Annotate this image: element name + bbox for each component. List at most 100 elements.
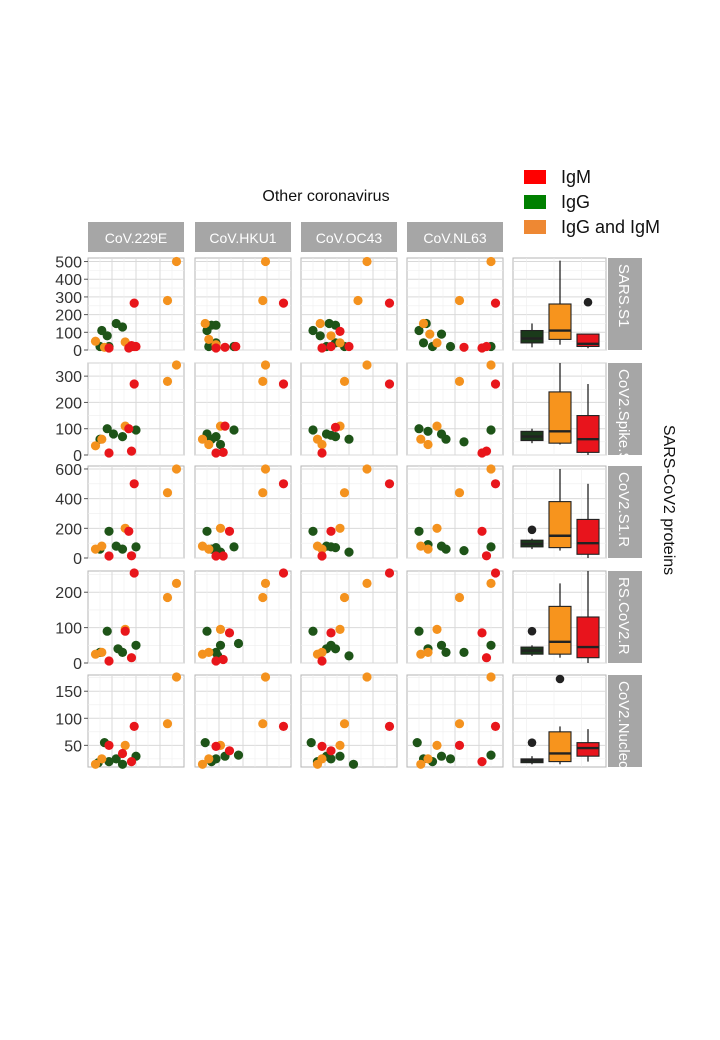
point-igg-and-igm — [418, 318, 429, 329]
point-igm — [104, 551, 114, 561]
point-igm — [330, 422, 341, 432]
y-tick-label-0: 400 — [55, 272, 82, 289]
panel-r1-c1 — [194, 360, 292, 458]
point-igg — [215, 640, 226, 650]
point-igg — [459, 437, 469, 447]
point-igg — [202, 526, 212, 536]
point-igg — [414, 325, 424, 336]
point-igm — [384, 568, 395, 578]
point-igg — [204, 341, 214, 352]
panel-r1-c2 — [300, 360, 398, 458]
point-igm — [104, 343, 114, 353]
point-igm — [278, 721, 289, 732]
y-tick-label-2: 600 — [55, 462, 82, 479]
point-igg — [102, 626, 112, 636]
point-igg-and-igm — [423, 439, 433, 450]
point-igg-and-igm — [416, 649, 426, 659]
point-igg-and-igm — [362, 464, 372, 474]
point-igm — [481, 551, 492, 561]
point-igg-and-igm — [353, 295, 363, 306]
point-igg-and-igm — [486, 464, 496, 474]
point-igg-and-igm — [317, 544, 327, 554]
panel-r1-c3 — [406, 360, 504, 458]
point-igg-and-igm — [258, 488, 268, 498]
y-tick-label-0: 500 — [55, 255, 82, 272]
point-igg — [211, 754, 221, 764]
point-igm — [384, 298, 395, 308]
point-igm — [211, 448, 221, 458]
right-axis-label: SARS-CoV2 proteins — [660, 425, 677, 575]
point-igm — [490, 379, 501, 389]
point-igg — [348, 759, 359, 769]
y-tick-label-2: 0 — [73, 551, 82, 568]
point-igg — [202, 626, 212, 636]
point-igg — [117, 759, 128, 769]
point-igg-and-igm — [171, 360, 182, 370]
point-igg — [344, 434, 354, 444]
point-igg-and-igm — [200, 318, 210, 329]
point-igm — [126, 446, 137, 456]
point-igg-and-igm — [171, 578, 182, 589]
point-igm — [477, 628, 487, 638]
point-igg-and-igm — [362, 578, 372, 589]
point-igm — [224, 628, 235, 638]
point-igg — [344, 651, 354, 661]
point-igm — [124, 526, 134, 536]
point-igm — [477, 448, 487, 458]
boxplot-panels — [512, 257, 610, 768]
point-igg — [233, 750, 244, 760]
legend-label-0: IgM — [561, 167, 591, 187]
row-strips: SARS.S1 CoV2.Spike.S CoV2.S1.R RS.CoV2.R CoV… — [608, 258, 642, 767]
y-tick-label-1: 100 — [55, 422, 82, 439]
point-igg — [330, 543, 341, 553]
box-iqr — [576, 616, 600, 659]
column-strip-0 — [88, 222, 184, 252]
point-igg-and-igm — [204, 439, 214, 450]
row-strip-1: CoV2.Spike.S — [608, 363, 642, 455]
point-igm — [129, 568, 139, 578]
point-igm — [459, 342, 469, 352]
point-igm — [126, 653, 137, 663]
point-igg-and-igm — [362, 360, 372, 370]
point-igg-and-igm — [204, 334, 214, 344]
point-igg — [486, 750, 496, 760]
y-tick-label-3: 0 — [73, 656, 82, 673]
point-igm — [126, 757, 137, 767]
point-igg-and-igm — [432, 523, 442, 533]
point-igg-and-igm — [362, 256, 372, 267]
point-igg — [414, 626, 424, 636]
point-igg — [414, 526, 424, 536]
point-igg-and-igm — [120, 740, 130, 751]
point-igg — [104, 757, 114, 767]
y-tick-label-0: 300 — [55, 290, 82, 307]
point-igm — [384, 721, 395, 732]
point-igg — [102, 424, 112, 434]
point-igg-and-igm — [335, 740, 345, 751]
point-igg-and-igm — [171, 256, 182, 267]
point-igg — [229, 542, 239, 552]
point-igg-and-igm — [215, 523, 226, 533]
legend-key-0 — [524, 170, 546, 184]
point-igg-and-igm — [454, 376, 465, 386]
column-strip-label-2: CoV.OC43 — [316, 230, 383, 246]
point-igg — [117, 647, 128, 658]
panel-r2-c3 — [406, 464, 504, 561]
point-igg — [111, 754, 121, 764]
row-strip-bg — [608, 258, 642, 350]
legend-label-1: IgG — [561, 192, 590, 212]
point-igm — [344, 341, 354, 352]
point-igg — [117, 544, 128, 554]
row-strip-label: CoV2.S1.R — [615, 472, 632, 547]
point-igg — [330, 644, 341, 654]
point-igg — [414, 424, 424, 434]
point-igg-and-igm — [97, 434, 107, 444]
legend-key-2 — [524, 220, 546, 234]
point-igg-and-igm — [258, 376, 268, 386]
y-tick-label-0: 100 — [55, 325, 82, 342]
point-igg-and-igm — [171, 464, 182, 474]
point-igg — [200, 738, 210, 748]
point-igg-and-igm — [423, 544, 433, 554]
point-igg-and-igm — [260, 360, 271, 370]
point-igm — [317, 448, 327, 458]
